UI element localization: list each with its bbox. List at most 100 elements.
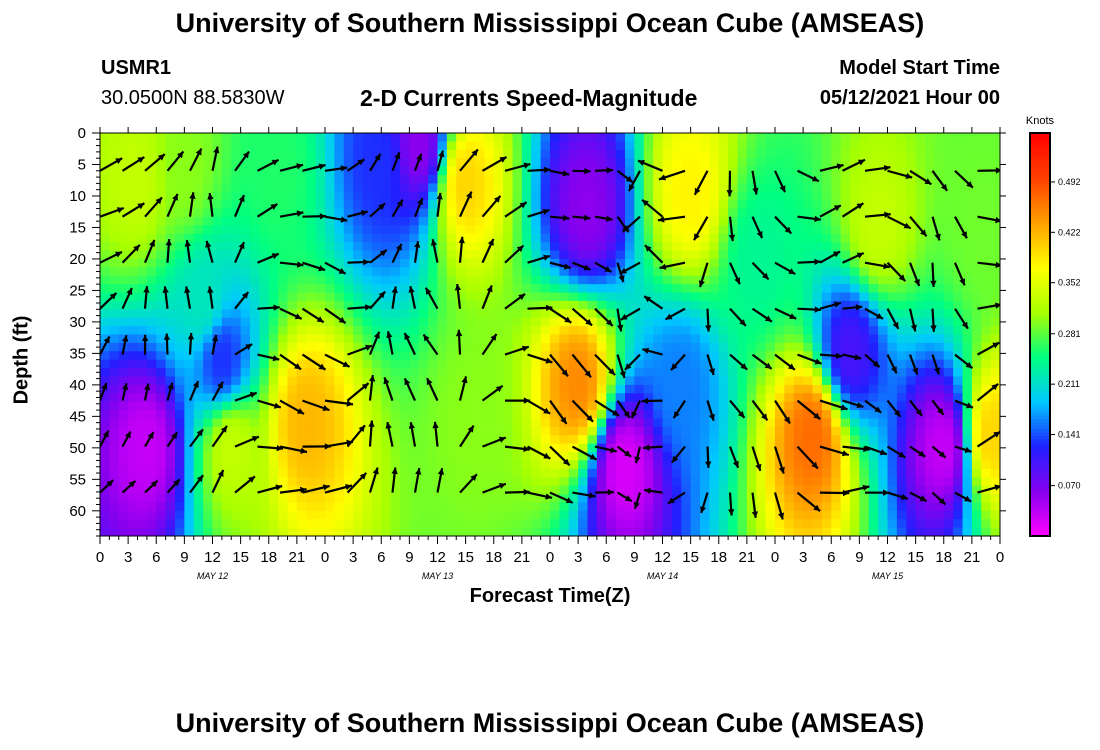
heatmap-cell	[118, 141, 129, 151]
heatmap-cell	[418, 200, 429, 210]
heatmap-cell	[353, 510, 364, 520]
heatmap-cell	[296, 200, 307, 210]
heatmap-cell	[587, 351, 598, 361]
heatmap-cell	[156, 468, 167, 478]
heatmap-cell	[953, 393, 964, 403]
heatmap-cell	[568, 309, 579, 319]
heatmap-cell	[915, 267, 926, 277]
heatmap-cell	[737, 133, 748, 142]
heatmap-cell	[212, 317, 223, 327]
heatmap-cell	[821, 435, 832, 445]
heatmap-cell	[250, 334, 260, 344]
heatmap-cell	[503, 368, 514, 378]
heatmap-cell	[231, 149, 242, 159]
heatmap-cell	[221, 384, 232, 394]
heatmap-cell	[165, 149, 176, 159]
heatmap-cell	[362, 326, 373, 336]
heatmap-cell	[418, 452, 429, 462]
heatmap-cell	[812, 216, 823, 226]
heatmap-cell	[193, 401, 204, 411]
heatmap-cell	[446, 300, 457, 310]
heatmap-cell	[540, 477, 551, 487]
heatmap-cell	[371, 267, 382, 277]
current-vector-head	[523, 162, 531, 169]
heatmap-cell	[296, 334, 307, 344]
heatmap-cell	[578, 527, 589, 536]
heatmap-cell	[906, 174, 917, 184]
heatmap-cell	[118, 191, 129, 201]
heatmap-cell	[896, 166, 907, 176]
heatmap-cell	[643, 359, 654, 369]
heatmap-cell	[325, 502, 335, 512]
heatmap-cell	[793, 477, 804, 487]
heatmap-cell	[146, 368, 157, 378]
heatmap-cell	[690, 258, 701, 268]
heatmap-cell	[568, 418, 579, 428]
heatmap-cell	[878, 200, 889, 210]
heatmap-cell	[578, 435, 589, 445]
heatmap-cell	[578, 401, 589, 411]
heatmap-cell	[531, 443, 542, 453]
heatmap-cell	[728, 149, 739, 159]
heatmap-cell	[596, 242, 607, 252]
heatmap-cell	[465, 494, 476, 504]
heatmap-cell	[193, 502, 204, 512]
heatmap-cell	[596, 284, 607, 294]
current-vector-head	[241, 292, 249, 299]
heatmap-cell	[775, 191, 785, 201]
heatmap-cell	[662, 292, 673, 302]
heatmap-cell	[418, 208, 429, 218]
heatmap-cell	[887, 326, 898, 336]
heatmap-cell	[934, 468, 945, 478]
current-vector-head	[143, 286, 150, 293]
heatmap-cell	[381, 158, 392, 168]
heatmap-cell	[212, 519, 223, 529]
heatmap-cell	[212, 393, 223, 403]
heatmap-cell	[681, 174, 692, 184]
heatmap-cell	[662, 351, 673, 361]
heatmap-cell	[559, 191, 570, 201]
heatmap-cell	[184, 477, 195, 487]
heatmap-cell	[981, 275, 992, 285]
heatmap-cell	[381, 452, 392, 462]
heatmap-cell	[568, 242, 579, 252]
heatmap-cell	[896, 401, 907, 411]
heatmap-cell	[587, 174, 598, 184]
heatmap-cell	[437, 317, 448, 327]
heatmap-cell	[465, 401, 476, 411]
heatmap-cell	[700, 141, 710, 151]
heatmap-cell	[512, 384, 523, 394]
heatmap-cell	[268, 309, 279, 319]
heatmap-cell	[146, 401, 157, 411]
heatmap-cell	[362, 477, 373, 487]
heatmap-cell	[278, 208, 289, 218]
heatmap-cell	[925, 317, 935, 327]
heatmap-cell	[925, 166, 935, 176]
heatmap-cell	[465, 208, 476, 218]
heatmap-cell	[540, 250, 551, 260]
heatmap-cell	[156, 200, 167, 210]
current-vector-head	[106, 480, 114, 487]
heatmap-cell	[446, 317, 457, 327]
heatmap-cell	[493, 334, 504, 344]
heatmap-cell	[156, 519, 167, 529]
heatmap-cell	[100, 284, 110, 294]
heatmap-cell	[521, 418, 532, 428]
heatmap-cell	[681, 452, 692, 462]
heatmap-cell	[906, 418, 917, 428]
heatmap-cell	[221, 376, 232, 386]
heatmap-cell	[231, 275, 242, 285]
heatmap-cell	[381, 208, 392, 218]
heatmap-cell	[718, 376, 729, 386]
heatmap-cell	[831, 216, 842, 226]
heatmap-cell	[259, 258, 270, 268]
heatmap-cell	[437, 284, 448, 294]
heatmap-cell	[981, 208, 992, 218]
heatmap-cell	[625, 233, 635, 243]
heatmap-cell	[990, 334, 1000, 344]
heatmap-cell	[540, 267, 551, 277]
heatmap-cell	[803, 250, 814, 260]
heatmap-cell	[156, 174, 167, 184]
heatmap-cell	[568, 384, 579, 394]
heatmap-cell	[250, 519, 260, 529]
